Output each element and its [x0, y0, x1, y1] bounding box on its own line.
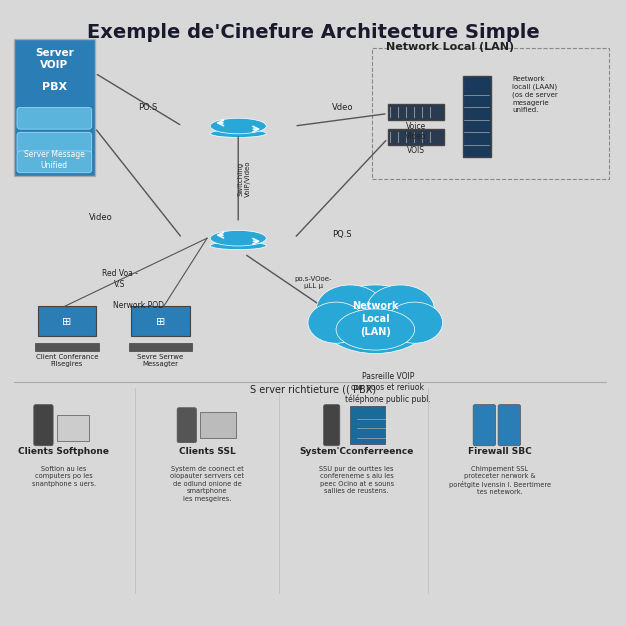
FancyBboxPatch shape [128, 343, 192, 351]
Text: ⊞: ⊞ [156, 317, 165, 327]
Text: Switching
VoiP/Video: Switching VoiP/Video [238, 161, 251, 197]
FancyBboxPatch shape [350, 406, 385, 444]
Ellipse shape [308, 302, 364, 343]
FancyBboxPatch shape [387, 104, 444, 120]
Text: Nerwork POD: Nerwork POD [113, 300, 164, 309]
Text: VOIS: VOIS [407, 146, 425, 155]
Text: Server Message
Unified: Server Message Unified [24, 150, 85, 170]
Text: Network Local (LAN): Network Local (LAN) [386, 42, 514, 52]
FancyBboxPatch shape [17, 151, 92, 173]
FancyBboxPatch shape [17, 132, 92, 154]
Ellipse shape [367, 285, 434, 333]
Text: Video: Video [89, 212, 113, 222]
Text: Red Voa -
V.S: Red Voa - V.S [102, 269, 138, 289]
Text: Sevre Serrwe
Messagter: Sevre Serrwe Messagter [137, 354, 183, 366]
Ellipse shape [210, 230, 266, 246]
Text: Chimpement SSL
proteceter nerwork &
porétgite lvensin l. Beertimere
tes netework: Chimpement SSL proteceter nerwork & poré… [449, 466, 551, 496]
Text: PO.S: PO.S [138, 103, 158, 113]
Text: Firewall SBC: Firewall SBC [468, 447, 532, 456]
Text: Network
Local
(LAN): Network Local (LAN) [352, 301, 399, 337]
Text: PQ.S: PQ.S [332, 230, 351, 239]
Ellipse shape [386, 302, 443, 343]
Text: Clients SSL: Clients SSL [178, 447, 235, 456]
Text: Softion au les
computers po les
snantphone s uers.: Softion au les computers po les snantpho… [32, 466, 96, 486]
Text: SSU pur de ourttes les
confereneme s aiu les
peec Ocino at e souns
sallies de re: SSU pur de ourttes les confereneme s aiu… [319, 466, 394, 494]
FancyBboxPatch shape [463, 76, 491, 157]
FancyBboxPatch shape [14, 39, 95, 176]
FancyBboxPatch shape [177, 408, 197, 443]
Text: Pasreille VOIP
our poos et reriuok
téléphone public publ.: Pasreille VOIP our poos et reriuok télép… [345, 372, 431, 404]
FancyBboxPatch shape [498, 404, 521, 446]
FancyBboxPatch shape [34, 404, 53, 446]
Text: po.s-VOoe-
µLL µ: po.s-VOoe- µLL µ [294, 276, 332, 289]
Text: Vdeo: Vdeo [332, 103, 353, 113]
Ellipse shape [210, 130, 266, 138]
FancyBboxPatch shape [131, 305, 190, 336]
FancyBboxPatch shape [473, 404, 496, 446]
FancyBboxPatch shape [17, 107, 92, 129]
Text: ⊞: ⊞ [62, 317, 71, 327]
Text: Voice
Video: Voice Video [405, 121, 426, 141]
Ellipse shape [336, 309, 414, 350]
Text: S erver richtieture (( PBX): S erver richtieture (( PBX) [250, 384, 376, 394]
Ellipse shape [319, 285, 431, 354]
Text: Reetwork
locall (LAAN)
(os de server
mesagerie
unified.: Reetwork locall (LAAN) (os de server mes… [513, 76, 558, 113]
FancyBboxPatch shape [38, 305, 96, 336]
FancyBboxPatch shape [387, 129, 444, 145]
Ellipse shape [210, 242, 266, 250]
FancyBboxPatch shape [200, 412, 236, 438]
Ellipse shape [210, 118, 266, 134]
Text: System de coonect et
oiopauter serrvers cet
de odlund onione de
smartphone
les m: System de coonect et oiopauter serrvers … [170, 466, 244, 501]
Text: PBX: PBX [42, 83, 67, 93]
Text: Server
VOIP: Server VOIP [35, 48, 74, 69]
Ellipse shape [316, 285, 384, 333]
FancyBboxPatch shape [57, 415, 90, 441]
Text: Exemple de'Cinefure Architecture Simple: Exemple de'Cinefure Architecture Simple [86, 23, 540, 42]
FancyBboxPatch shape [324, 404, 340, 446]
FancyBboxPatch shape [35, 343, 99, 351]
Text: Clients Softphone: Clients Softphone [18, 447, 109, 456]
Text: Client Conferance
Filsegires: Client Conferance Filsegires [36, 354, 98, 366]
Text: System'Cconferreence: System'Cconferreence [299, 447, 414, 456]
